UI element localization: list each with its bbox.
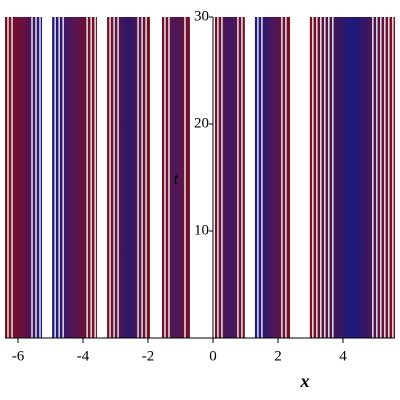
y-tick-label: 20 [194, 115, 209, 131]
x-axis-label: x [300, 371, 310, 391]
x-tick-label: 2 [274, 348, 282, 364]
stripe [254, 17, 291, 338]
y-axis-label: t [174, 169, 180, 188]
x-tick-label: -4 [77, 348, 90, 364]
x-tick-label: -2 [142, 348, 155, 364]
y-tick-label: 10 [194, 222, 209, 238]
plot-area [5, 17, 395, 338]
x-tick-label: 4 [339, 348, 347, 364]
x-tick-label: -6 [12, 348, 25, 364]
stripe [309, 17, 395, 338]
x-tick-label: 0 [209, 348, 217, 364]
stripe [214, 17, 245, 338]
y-tick-label: 30 [194, 8, 209, 24]
